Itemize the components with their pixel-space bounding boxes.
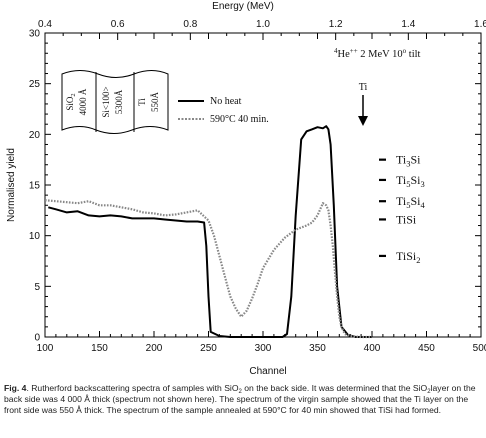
layer-label: SiO2: [65, 93, 77, 110]
energy-tick-label: 1.6: [474, 19, 486, 30]
x-tick-label: 100: [37, 343, 54, 354]
phase-marker-label: TiSi: [396, 212, 417, 226]
energy-tick-label: 1.0: [256, 19, 270, 30]
y-tick-label: 0: [34, 333, 40, 344]
caption-subscript: 2: [427, 389, 431, 395]
y-tick-label: 30: [29, 29, 41, 40]
layer-label: 4000 Å: [78, 88, 88, 115]
x-tick-label: 250: [200, 343, 217, 354]
phase-marker-label: Ti5Si3: [396, 173, 425, 189]
y-tick-label: 15: [29, 181, 41, 192]
ti-arrow-label: Ti: [359, 82, 368, 93]
x-tick-label: 200: [146, 343, 163, 354]
figure-caption: Fig. 4. Rutherford backscattering spectr…: [4, 383, 482, 416]
layer-label: 5300Å: [114, 89, 124, 114]
top-axis-label: Energy (MeV): [212, 1, 274, 12]
x-tick-label: 350: [309, 343, 326, 354]
caption-fig-label: Fig. 4: [4, 383, 27, 393]
y-tick-label: 10: [29, 231, 41, 242]
series-line-no-heat: [48, 125, 372, 338]
legend-label-no-heat: No heat: [210, 96, 242, 107]
ti-edge-arrow: Ti: [358, 82, 368, 126]
caption-text: layer on the back side was 4 000 Å thick…: [4, 383, 476, 415]
x-tick-label: 500: [473, 343, 486, 354]
layer-label: Ti: [137, 98, 147, 106]
series-line-590c: [44, 199, 372, 339]
series-layer: [44, 125, 372, 339]
rbs-spectrum-chart: 100 150 200 250 300 350 400 450 500 0 5 10 15 20 25 30…: [6, 1, 486, 377]
energy-tick-label: 1.4: [401, 19, 415, 30]
y-tick-label: 25: [29, 79, 41, 90]
x-tick-label: 150: [91, 343, 108, 354]
top-axis-ticks: 0.4 0.6 0.8 1.0 1.2 1.4 1.6: [38, 19, 486, 40]
phase-marker-label: Ti5Si4: [396, 194, 426, 210]
energy-tick-label: 0.6: [111, 19, 125, 30]
layer-label: 550Å: [150, 92, 160, 113]
layer-stack-diagram: SiO2 4000 Å Si<100> 5300Å Ti 550Å: [61, 70, 169, 134]
x-tick-label: 450: [418, 343, 435, 354]
phase-markers: Ti3Si Ti5Si3 Ti5Si4 TiSi TiSi2: [379, 153, 426, 265]
energy-tick-label: 0.4: [38, 19, 52, 30]
y-axis-ticks: 0 5 10 15 20 25 30: [29, 29, 481, 344]
caption-text: on the back side. It was determined that…: [241, 383, 428, 393]
phase-marker-label: Ti3Si: [396, 153, 421, 169]
energy-tick-label: 0.8: [183, 19, 197, 30]
caption-text: . Rutherford backscattering spectra of s…: [26, 383, 239, 393]
layer-label: Si<100>: [101, 86, 111, 117]
x-tick-label: 400: [364, 343, 381, 354]
y-tick-label: 20: [29, 130, 41, 141]
y-axis-label: Normalised yield: [6, 148, 17, 222]
x-tick-label: 300: [255, 343, 272, 354]
y-tick-label: 5: [34, 282, 40, 293]
energy-tick-label: 1.2: [329, 19, 343, 30]
legend-label-590c: 590°C 40 min.: [210, 114, 269, 125]
beam-annotation: 4He++ 2 MeV 10o tilt: [334, 47, 421, 60]
phase-marker-label: TiSi2: [396, 249, 421, 265]
legend: No heat 590°C 40 min.: [178, 96, 269, 125]
caption-subscript: 2: [238, 389, 242, 395]
x-axis-label: Channel: [249, 366, 286, 377]
